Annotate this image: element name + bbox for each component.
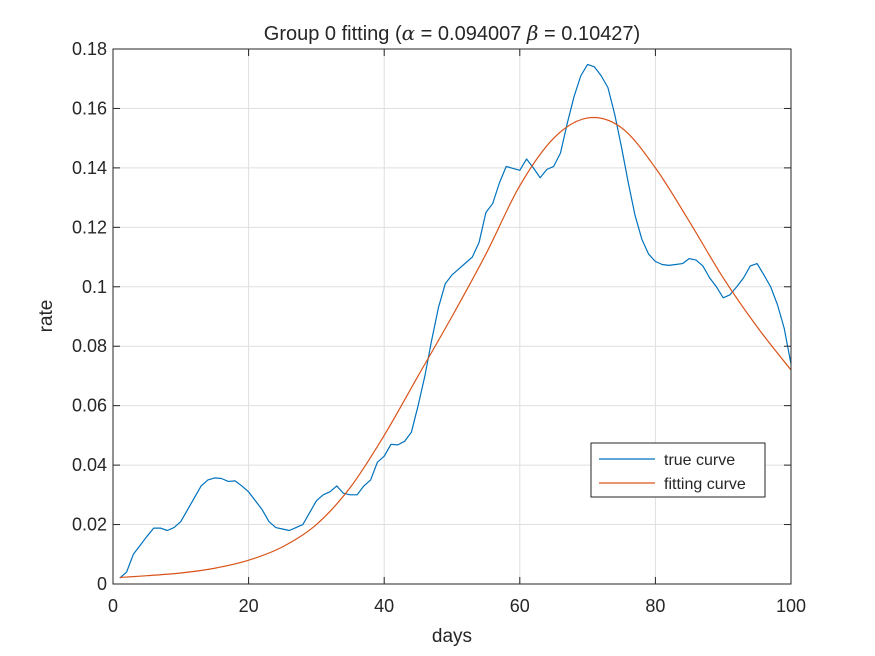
y-tick-label: 0.08 — [72, 336, 107, 356]
series-lines — [119, 63, 792, 579]
chart-title: Group 0 fitting (α = 0.094007 β = 0.1042… — [264, 21, 640, 45]
x-tick-label: 0 — [108, 596, 118, 616]
legend: true curve fitting curve — [590, 442, 766, 498]
series-line-true-curve — [119, 63, 792, 579]
y-tick-label: 0.18 — [72, 39, 107, 59]
y-tick-label: 0.1 — [82, 277, 107, 297]
legend-box — [590, 442, 766, 498]
legend-label-true-curve: true curve — [664, 452, 735, 469]
y-tick-label: 0.04 — [72, 455, 107, 475]
y-tick-label: 0.14 — [72, 158, 107, 178]
x-tick-label: 20 — [239, 596, 259, 616]
y-axis-label: rate — [36, 300, 57, 333]
x-axis-label: days — [432, 626, 472, 647]
x-tick-label: 60 — [510, 596, 530, 616]
y-tick-label: 0.12 — [72, 217, 107, 237]
y-tick-label: 0.16 — [72, 98, 107, 118]
plot-frame — [112, 48, 792, 585]
y-tick-label: 0.02 — [72, 515, 107, 535]
legend-label-fitting-curve: fitting curve — [664, 476, 746, 493]
y-tick-label: 0.06 — [72, 396, 107, 416]
x-tick-label: 100 — [776, 596, 806, 616]
series-line-fitting-curve — [119, 116, 792, 579]
x-tick-label: 40 — [374, 596, 394, 616]
x-tick-label: 80 — [645, 596, 665, 616]
axis-ticks: 0 20 40 60 80 100 0 0.02 0.04 0.06 0.08 0.1 0.12 0.14… — [72, 39, 806, 616]
y-tick-label: 0 — [97, 574, 107, 594]
